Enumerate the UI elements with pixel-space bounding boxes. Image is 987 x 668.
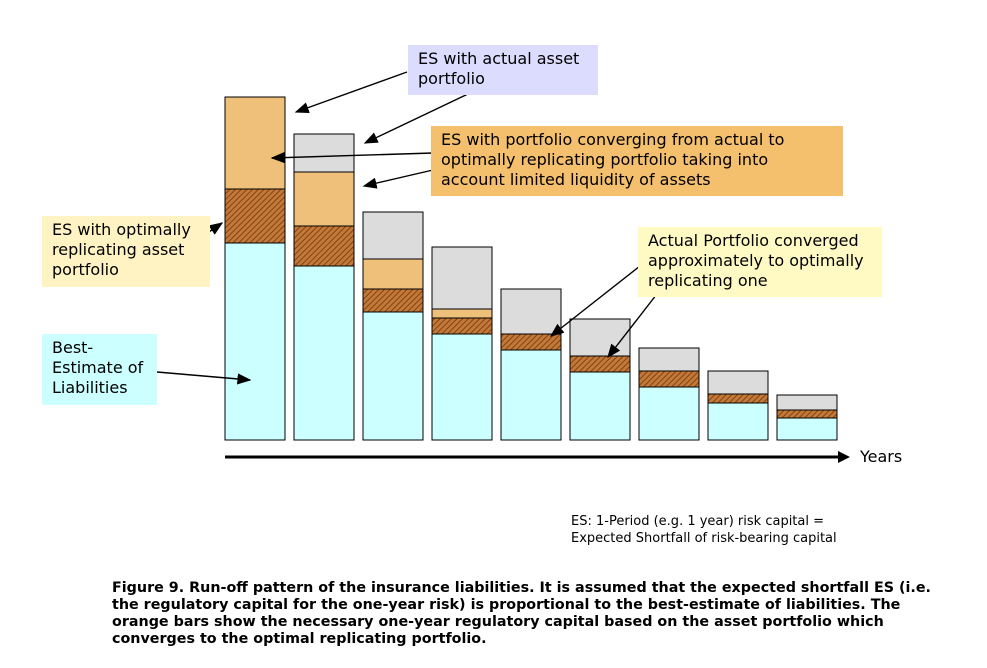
bar-4-es_conv [431,308,493,319]
figure-caption: Figure 9. Run-off pattern of the insuran… [112,580,931,647]
arrow-converging-bar1 [270,152,434,164]
arrow-converged-bar6 [607,289,661,359]
arrow-actual-bar1 [294,71,408,113]
bar-4-es_opt [431,317,493,335]
callout-best-estimate: Best- Estimate of Liabilities [42,334,157,405]
bar-5-es_actual [500,288,562,335]
bar-5-bel [500,349,562,441]
bar-5-es_opt [500,333,562,351]
bar-4-es_actual [431,246,493,310]
callout-es-converging: ES with portfolio converging from actual… [431,126,843,196]
bar-1-es_conv [224,96,286,190]
bar-8-es_actual [707,370,769,395]
bar-7-bel [638,386,700,441]
bar-9-es_opt [776,409,838,419]
bar-6-bel [569,371,631,441]
arrow-converging-bar2 [362,169,434,189]
arrow-actual-bar2 [363,92,471,144]
bar-7-es_opt [638,370,700,388]
bar-3-es_actual [362,211,424,260]
callout-converged: Actual Portfolio converged approximately… [638,227,882,297]
bar-6-es_opt [569,355,631,373]
bar-3-es_conv [362,258,424,290]
callout-es-actual: ES with actual asset portfolio [408,45,598,95]
x-axis-label: Years [860,447,903,466]
bar-3-es_opt [362,288,424,313]
bar-6-es_actual [569,318,631,357]
es-definition-note: ES: 1-Period (e.g. 1 year) risk capital … [571,514,837,546]
bar-1-es_opt [224,188,286,244]
bar-7-es_actual [638,347,700,372]
bar-2-bel [293,265,355,441]
bar-8-es_opt [707,393,769,404]
bar-3-bel [362,311,424,441]
years-axis-arrowhead [838,451,850,463]
bar-2-es_conv [293,171,355,227]
bar-9-es_actual [776,394,838,411]
callout-es-optimal: ES with optimally replicating asset port… [42,216,210,287]
bar-8-bel [707,402,769,441]
bar-2-es_opt [293,225,355,267]
bar-9-bel [776,417,838,441]
arrow-bel-bar1 [156,371,252,385]
bar-4-bel [431,333,493,441]
bar-1-bel [224,242,286,441]
bar-2-es_actual [293,133,355,173]
arrow-converged-bar5 [549,265,641,337]
